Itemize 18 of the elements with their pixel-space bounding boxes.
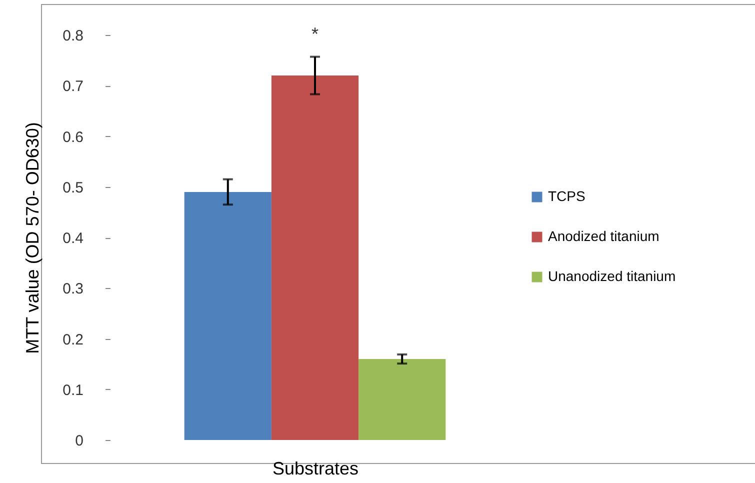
y-axis-title: MTT value (OD 570- OD630) [22,122,43,354]
x-axis-title: Substrates [272,458,359,478]
annotation: * [311,24,319,44]
y-tick-label: 0.8 [62,28,84,44]
bar [358,359,446,440]
bar [271,76,359,440]
legend-label: TCPS [548,188,586,204]
y-tick-label: 0.5 [62,179,84,196]
y-tick-label: 0.2 [62,331,84,348]
y-tick-label: 0.4 [62,230,84,247]
bar [184,192,272,440]
y-tick-label: 0.3 [62,280,84,298]
y-tick-label: 0 [75,432,84,450]
y-tick-label: 0.6 [62,128,84,146]
y-tick-label: 0.1 [62,382,84,399]
y-tick-label: 0.7 [62,78,84,96]
legend-label: Unanodized titanium [548,268,676,284]
legend-label: Anodized titanium [548,228,660,244]
